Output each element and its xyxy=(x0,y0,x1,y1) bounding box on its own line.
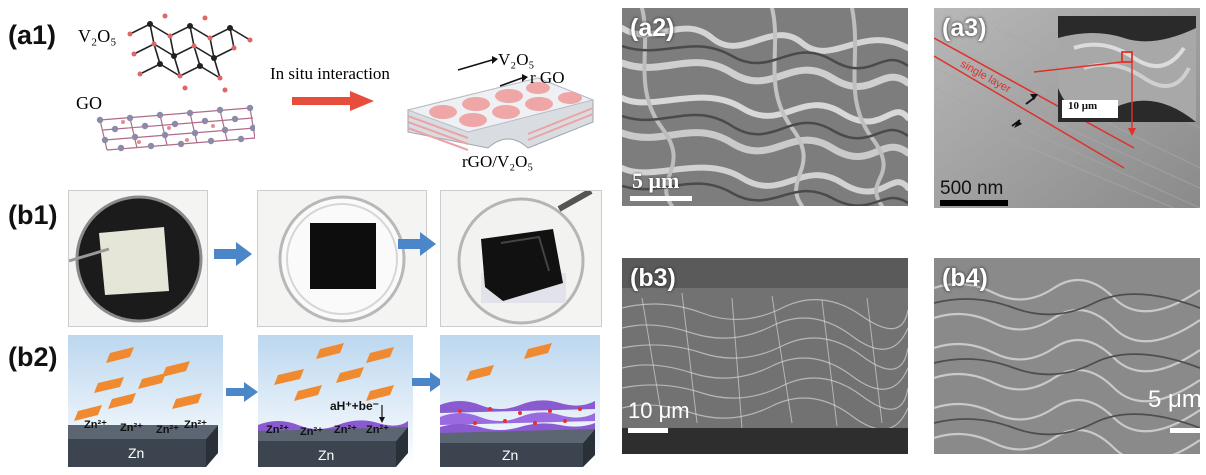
zn-substrate-label: Zn xyxy=(502,447,519,463)
photo-petri-dish-1 xyxy=(68,190,208,327)
product-label: rGO/V₂O₅ xyxy=(462,152,534,171)
scale-label-a2: 5 μm xyxy=(632,168,680,193)
zn-ion-label: Zn²⁺ xyxy=(156,424,179,436)
pointer-arrows xyxy=(457,56,528,87)
panel-label-b1: (b1) xyxy=(8,200,58,230)
scale-bar-a3 xyxy=(940,200,1008,206)
sem-image-b4: (b4) 5 μm xyxy=(934,258,1200,454)
zn-ion-label: Zn²⁺ xyxy=(184,419,207,431)
sem-image-b3: (b3) 10 μm xyxy=(622,258,908,454)
scale-bar-a2 xyxy=(630,196,692,201)
process-arrow-4-icon xyxy=(412,372,444,392)
panel-label-b4: (b4) xyxy=(942,264,988,292)
scale-label-a3: 500 nm xyxy=(940,178,1004,199)
scale-label-b3: 10 μm xyxy=(628,398,690,423)
rgo-v2o5-composite-illustration xyxy=(406,77,595,151)
zn-ion-label: Zn²⁺ xyxy=(84,419,107,431)
zn-substrate-label: Zn xyxy=(128,445,145,461)
reaction-arrow-icon xyxy=(292,91,374,111)
sem-image-a2: (a2) 5 μm xyxy=(622,8,908,206)
interaction-label: In situ interaction xyxy=(270,64,390,83)
zn-substrate-label: Zn xyxy=(318,447,335,463)
panel-label-b2: (b2) xyxy=(8,342,58,372)
zn-ion-label: Zn²⁺ xyxy=(366,424,389,436)
panel-label-a3: (a3) xyxy=(942,14,987,42)
process-arrow-2-icon xyxy=(398,232,436,256)
panel-label-b3: (b3) xyxy=(630,264,676,292)
scale-bar-b4 xyxy=(1170,428,1200,433)
product-v2o5-label: V₂O₅ xyxy=(498,50,535,69)
photo-petri-dish-3 xyxy=(440,190,602,327)
zn-ion-label: Zn²⁺ xyxy=(120,422,143,434)
reaction-label: aH⁺+be⁻ xyxy=(330,399,380,413)
panel-label-a2: (a2) xyxy=(630,14,675,42)
scale-label-b4: 5 μm xyxy=(1148,386,1200,413)
zn-ion-label: Zn²⁺ xyxy=(334,424,357,436)
v2o5-structure-illustration xyxy=(127,13,253,93)
sem-image-a3: single layer 10 μm (a3) 500 nm xyxy=(934,8,1200,208)
panel-label-a1: (a1) xyxy=(8,20,57,50)
schematic-step-2: aH⁺+be⁻ Zn²⁺ Zn²⁺ Zn²⁺ Zn²⁺ Zn xyxy=(258,335,413,467)
schematic-step-3: Zn xyxy=(440,335,600,467)
v2o5-label: V₂O₅ xyxy=(78,26,117,46)
graphene-oxide-sheet-illustration xyxy=(96,104,255,152)
process-arrow-1-icon xyxy=(214,242,252,266)
product-rgo-label: r GO xyxy=(530,68,565,87)
process-arrow-3-icon xyxy=(226,382,258,402)
zn-ion-label: Zn²⁺ xyxy=(300,426,323,438)
scale-bar-b3 xyxy=(628,428,668,433)
schematic-step-1: Zn²⁺ Zn²⁺ Zn²⁺ Zn²⁺ Zn xyxy=(68,335,223,467)
inset-scale-label-a3: 10 μm xyxy=(1068,100,1098,112)
go-label: GO xyxy=(76,93,102,113)
photo-petri-dish-2 xyxy=(257,190,427,327)
zn-ion-label: Zn²⁺ xyxy=(266,424,289,436)
